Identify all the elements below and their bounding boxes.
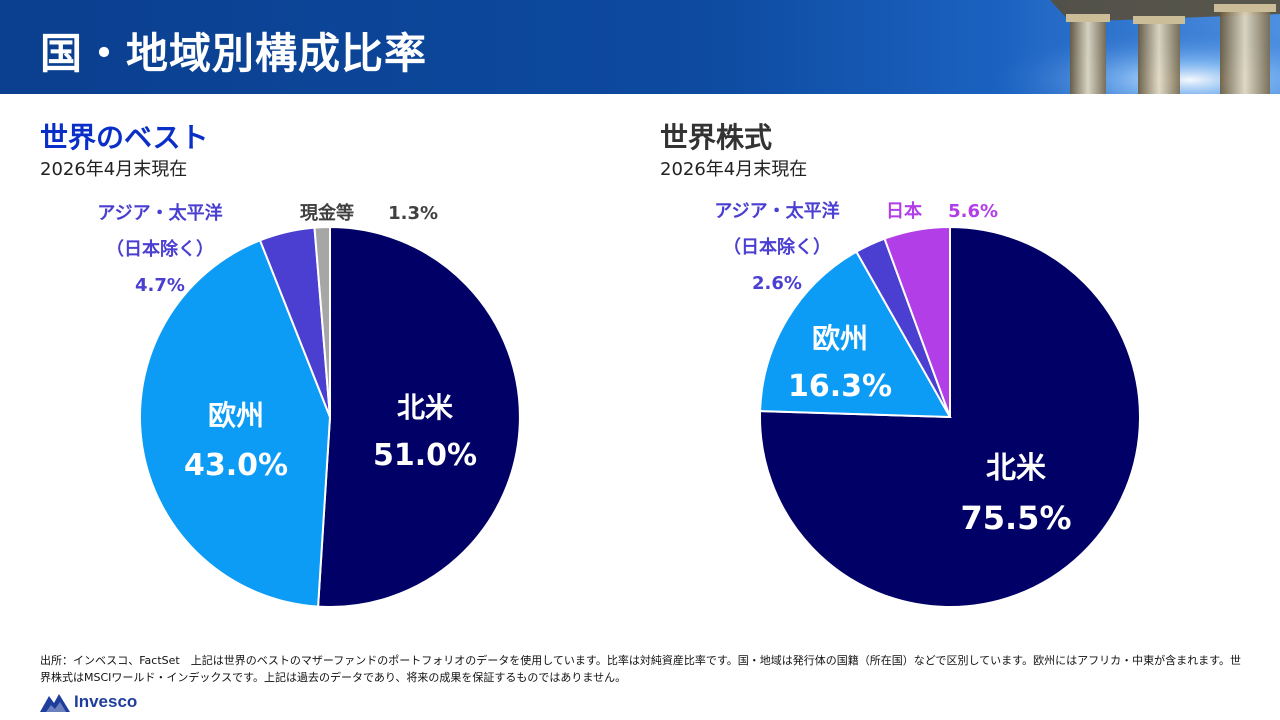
left-chart-title: 世界のベスト <box>40 121 209 154</box>
slice-value-north-america: 51.0% <box>373 438 477 473</box>
header-banner: 国・地域別構成比率 <box>0 0 1280 94</box>
footnote: 出所：インベスコ、FactSet 上記は世界のベストのマザーファンドのポートフォ… <box>40 654 1241 684</box>
slice-value-north-america: 75.5% <box>960 499 1071 537</box>
pie-slice-europe <box>138 239 332 608</box>
pie-slice-japan <box>883 225 951 418</box>
slice-label-asia-pacific-line1: アジア・太平洋 <box>714 200 839 222</box>
slice-label-north-america: 北米 <box>397 391 453 424</box>
left-chart-date: 2026年4月末現在 <box>40 159 188 180</box>
right-chart-title: 世界株式 <box>660 121 773 154</box>
pie-chart-1 <box>138 225 521 608</box>
pie-slice-north-america <box>317 225 521 608</box>
slice-value-europe: 16.3% <box>788 369 892 404</box>
slice-label-cash: 現金等 <box>300 202 354 224</box>
invesco-logo-text: Invesco <box>74 692 138 711</box>
slice-label-europe: 欧州 <box>208 399 264 432</box>
right-chart-date: 2026年4月末現在 <box>660 159 808 180</box>
slice-label-europe: 欧州 <box>812 322 868 355</box>
slice-value-europe: 43.0% <box>184 448 288 483</box>
pie-chart-2 <box>759 225 1141 608</box>
page-title: 国・地域別構成比率 <box>40 29 428 78</box>
invesco-mountain-icon <box>40 694 70 712</box>
slice-value-japan: 5.6% <box>948 201 998 222</box>
slice-value-cash: 1.3% <box>388 203 438 224</box>
slice-value-asia-pacific: 2.6% <box>752 273 802 294</box>
columns-photo-icon <box>920 0 1280 94</box>
slice-label-japan: 日本 <box>886 200 922 222</box>
slice-value-asia-pacific: 4.7% <box>135 275 185 296</box>
slice-label-asia-pacific-line2: （日本除く） <box>723 236 831 258</box>
pie-slice-cash <box>313 225 331 418</box>
pie-slice-europe <box>759 250 952 419</box>
slice-label-asia-pacific-line1: アジア・太平洋 <box>97 202 222 224</box>
slice-label-north-america: 北米 <box>986 451 1046 486</box>
slice-label-asia-pacific-line2: （日本除く） <box>106 238 214 260</box>
